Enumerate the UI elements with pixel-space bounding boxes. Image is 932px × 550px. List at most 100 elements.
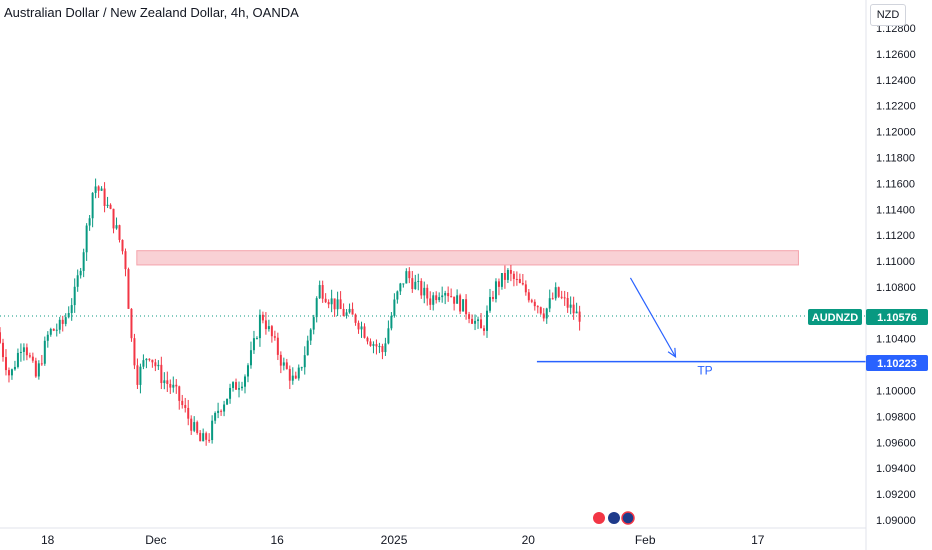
candle-body — [106, 204, 109, 206]
candle-body — [339, 299, 342, 309]
candle-body — [578, 311, 581, 322]
au-flag-icon[interactable] — [608, 512, 620, 524]
candle-body — [351, 308, 354, 315]
candle-body — [494, 281, 497, 299]
target-arrow[interactable] — [629, 277, 677, 358]
candle-body — [238, 388, 241, 390]
candle-body — [524, 284, 527, 293]
candle-body — [557, 287, 560, 297]
candle-body — [1, 342, 4, 358]
candle-body — [303, 355, 306, 368]
candle-body — [447, 293, 450, 297]
flash-event-icon[interactable] — [593, 512, 605, 524]
candle-body — [67, 313, 70, 318]
price-tick-label: 1.10400 — [876, 334, 916, 346]
candle-body — [300, 367, 303, 369]
candle-body — [441, 295, 444, 298]
candle-body — [527, 292, 530, 301]
candle-body — [13, 366, 16, 370]
candle-body — [411, 278, 414, 290]
candle-body — [518, 279, 521, 283]
candle-body — [103, 188, 106, 206]
time-tick-label: Feb — [635, 533, 656, 547]
candle-body — [426, 287, 429, 299]
candle-body — [58, 319, 61, 330]
price-tick-label: 1.09600 — [876, 437, 916, 449]
candle-body — [363, 326, 366, 338]
candle-body — [70, 305, 73, 314]
time-tick-label: 20 — [522, 533, 536, 547]
candle-body — [208, 439, 211, 441]
candle-body — [246, 365, 249, 377]
price-tick-label: 1.09000 — [876, 515, 916, 527]
candle-body — [462, 299, 465, 312]
price-axis[interactable]: 1.12800 1.12600 1.12400 1.12200 1.12000 1.118… — [876, 23, 916, 527]
candle-body — [506, 269, 509, 280]
candle-body — [291, 375, 294, 381]
candle-body — [205, 433, 208, 440]
candle-body — [485, 310, 488, 331]
price-tick-label: 1.12600 — [876, 49, 916, 61]
candle-body — [61, 319, 64, 324]
candle-body — [202, 433, 205, 442]
candle-body — [264, 320, 267, 330]
candle-body — [148, 358, 151, 360]
candle-body — [0, 332, 1, 343]
candle-body — [387, 328, 390, 344]
candle-body — [145, 358, 148, 361]
price-tick-label: 1.11200 — [876, 230, 915, 242]
time-axis[interactable]: 18 Dec 16 2025 20 Feb 17 — [41, 533, 765, 547]
candle-body — [294, 375, 297, 379]
candle-body — [55, 329, 58, 331]
candle-body — [270, 326, 273, 337]
candle-body — [423, 287, 426, 296]
candle-body — [354, 314, 357, 323]
price-tick-label: 1.11400 — [876, 204, 915, 216]
candle-body — [572, 304, 575, 314]
candle-body — [211, 420, 214, 441]
candle-body — [465, 299, 468, 315]
candle-body — [312, 317, 315, 330]
candles — [0, 178, 581, 446]
candle-body — [357, 322, 360, 330]
candle-body — [4, 357, 7, 371]
candle-body — [276, 337, 279, 355]
candle-body — [539, 307, 542, 314]
candle-body — [151, 359, 154, 363]
candle-body — [414, 281, 417, 290]
candle-body — [366, 337, 369, 342]
economic-events-icons[interactable] — [593, 511, 635, 525]
target-arrow-head — [667, 347, 677, 359]
candle-body — [548, 298, 551, 309]
candle-body — [88, 218, 91, 226]
candle-body — [217, 410, 220, 413]
resistance-zone[interactable] — [136, 250, 799, 266]
price-tick-label: 1.10800 — [876, 282, 916, 294]
candle-body — [384, 343, 387, 353]
candle-body — [220, 410, 223, 412]
candle-body — [563, 297, 566, 299]
price-tick-label: 1.10000 — [876, 386, 916, 398]
candle-body — [112, 208, 115, 229]
candle-body — [536, 306, 539, 308]
candle-body — [396, 291, 399, 300]
candle-body — [115, 225, 118, 229]
candle-body — [255, 338, 258, 340]
candle-body — [258, 314, 261, 339]
candle-body — [402, 283, 405, 285]
candle-body — [483, 328, 486, 331]
price-tick-label: 1.11000 — [876, 256, 915, 268]
candle-body — [512, 273, 515, 279]
candle-body — [267, 326, 270, 330]
candle-body — [163, 380, 166, 384]
candle-body — [273, 336, 276, 338]
candle-body — [160, 364, 163, 384]
candle-body — [16, 352, 19, 367]
candle-body — [94, 186, 97, 193]
price-tick-label: 1.12000 — [876, 127, 916, 139]
nz-flag-icon[interactable] — [621, 511, 635, 525]
currency-selector[interactable]: NZD — [870, 4, 906, 26]
candle-body — [196, 422, 199, 433]
candle-body — [342, 308, 345, 316]
